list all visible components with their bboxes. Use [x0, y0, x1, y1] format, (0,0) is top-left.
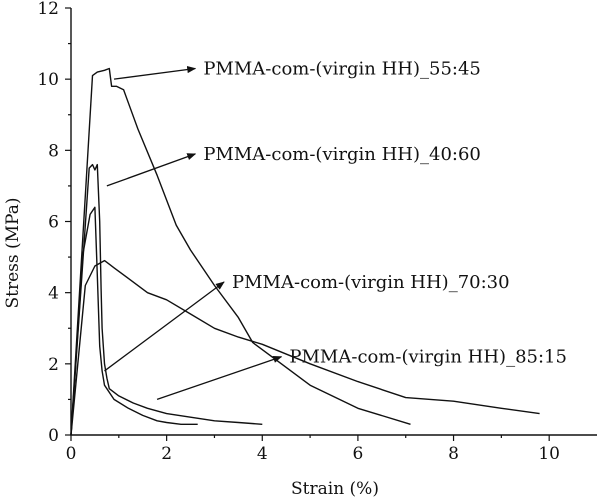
y-tick-label: 8	[48, 141, 59, 161]
y-tick-label: 10	[37, 70, 59, 90]
annotation-layer: PMMA-com-(virgin HH)_55:45 PMMA-com-(virg…	[104, 58, 567, 401]
annotation-label-1: PMMA-com-(virgin HH)_55:45	[203, 58, 481, 79]
x-tick-label: 0	[66, 444, 77, 464]
series-line-4	[70, 206, 198, 436]
x-axis-title: Strain (%)	[291, 479, 379, 499]
x-tick-label: 4	[257, 444, 268, 464]
annotation-arrow-2	[106, 153, 197, 187]
x-tick-label: 10	[538, 444, 560, 464]
annotation-arrow-4	[156, 355, 283, 401]
y-tick-label: 2	[48, 355, 59, 375]
axes: 0 2 4 6 8 10 0 2 4 6 8 10 12	[37, 0, 597, 464]
annotation-label-2: PMMA-com-(virgin HH)_40:60	[203, 144, 481, 165]
x-tick-label: 2	[161, 444, 172, 464]
y-tick-label: 12	[37, 0, 59, 19]
x-tick-label: 8	[448, 444, 459, 464]
series-layer	[70, 67, 540, 436]
annotation-label-4: PMMA-com-(virgin HH)_85:15	[289, 347, 567, 368]
series-line-1	[70, 67, 411, 436]
y-tick-label: 6	[48, 213, 59, 233]
x-tick-label: 6	[352, 444, 363, 464]
annotation-arrow-3	[104, 281, 225, 372]
y-tick-label: 4	[48, 284, 59, 304]
y-tick-label: 0	[48, 426, 59, 446]
annotation-arrow-1	[113, 65, 197, 80]
annotation-label-3: PMMA-com-(virgin HH)_70:30	[232, 272, 510, 293]
series-line-2	[70, 163, 263, 436]
series-line-3	[70, 259, 540, 436]
y-axis-title: Stress (MPa)	[3, 198, 23, 309]
